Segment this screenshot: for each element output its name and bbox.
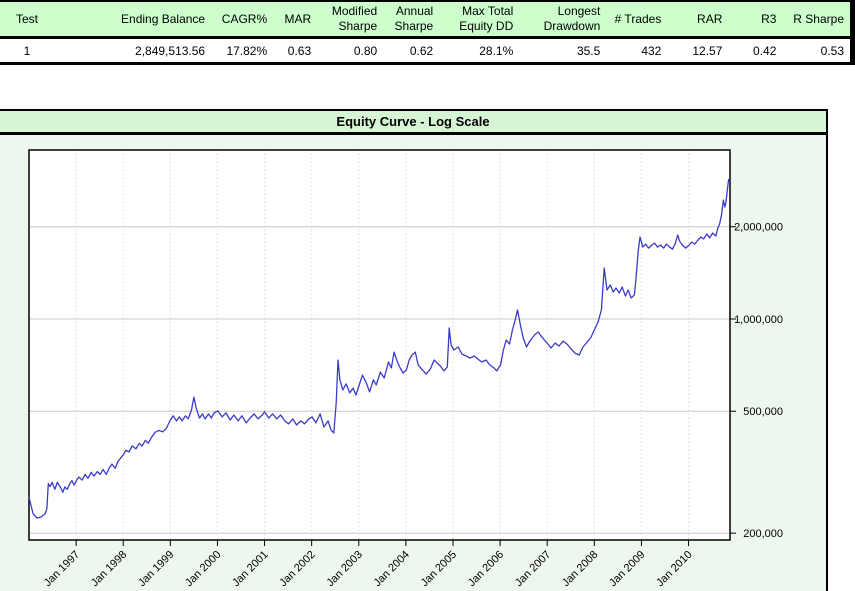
x-tick-label: Jan 1997 xyxy=(42,549,82,589)
results-table: Test Ending Balance CAGR% MAR Modified Sharpe… xyxy=(0,0,855,65)
y-tick-label: 1,000,000 xyxy=(734,314,783,326)
col-header-2: CAGR% xyxy=(211,1,274,39)
x-tick-label: Jan 2010 xyxy=(654,549,694,589)
cell-0: 1 xyxy=(23,43,31,58)
y-tick-label: 200,000 xyxy=(743,528,783,540)
x-tick-label: Jan 2000 xyxy=(183,549,223,589)
plot-area xyxy=(29,150,730,540)
x-tick-label: Jan 2003 xyxy=(324,549,364,589)
x-tick-label: Jan 1999 xyxy=(136,549,176,589)
x-tick-label: Jan 2009 xyxy=(607,549,647,589)
y-tick-label: 2,000,000 xyxy=(734,222,783,234)
chart-title-bar: Equity Curve - Log Scale xyxy=(0,109,828,135)
cell-10: 0.42 xyxy=(753,43,777,58)
cell-9: 12.57 xyxy=(692,43,723,58)
cell-4: 0.80 xyxy=(353,43,378,58)
col-header-0: Test xyxy=(0,1,61,39)
cell-7: 35.5 xyxy=(576,43,601,58)
col-header-8: # Trades xyxy=(606,1,668,39)
cell-2: 17.82% xyxy=(226,43,268,58)
col-header-4: Modified Sharpe xyxy=(317,1,384,39)
cell-8: 432 xyxy=(641,43,662,58)
equity-chart-svg: 200,000 500,000 1,000,000 2,000,000 Jan 1997… xyxy=(28,149,783,589)
x-tick-label: Jan 2008 xyxy=(560,549,600,589)
cell-6: 28.1% xyxy=(479,43,514,58)
x-tick-label: Jan 2007 xyxy=(513,549,553,589)
cell-1: 2,849,513.56 xyxy=(135,43,206,58)
equity-curve-line xyxy=(28,178,730,519)
cell-5: 0.62 xyxy=(409,43,434,58)
col-header-11: R Sharpe xyxy=(782,1,853,39)
table-row: 1 2,849,513.56 17.82% 0.63 0.80 0.62 28.1% 35.5… xyxy=(0,37,853,64)
plot-border xyxy=(28,149,731,541)
x-tick-label: Jan 2002 xyxy=(277,549,317,589)
equity-curve-panel: 200,000 500,000 1,000,000 2,000,000 Jan 1997… xyxy=(0,135,828,591)
col-header-7: Longest Drawdown xyxy=(519,1,607,39)
col-header-6: Max Total Equity DD xyxy=(439,1,520,39)
cell-11: 0.53 xyxy=(820,43,844,58)
cell-3: 0.63 xyxy=(287,43,312,58)
col-header-1: Ending Balance xyxy=(60,1,212,39)
x-tick-label: Jan 1998 xyxy=(89,549,129,589)
x-tick-label: Jan 2004 xyxy=(372,549,412,589)
col-header-9: RAR xyxy=(667,1,729,39)
x-tick-label: Jan 2001 xyxy=(230,549,270,589)
col-header-5: Annual Sharpe xyxy=(383,1,440,39)
x-tick-label: Jan 2006 xyxy=(466,549,506,589)
x-tick-label: Jan 2005 xyxy=(419,549,459,589)
col-header-3: MAR xyxy=(273,1,318,39)
col-header-10: R3 xyxy=(728,1,783,39)
chart-title: Equity Curve - Log Scale xyxy=(336,114,490,129)
y-tick-label: 500,000 xyxy=(743,406,783,418)
